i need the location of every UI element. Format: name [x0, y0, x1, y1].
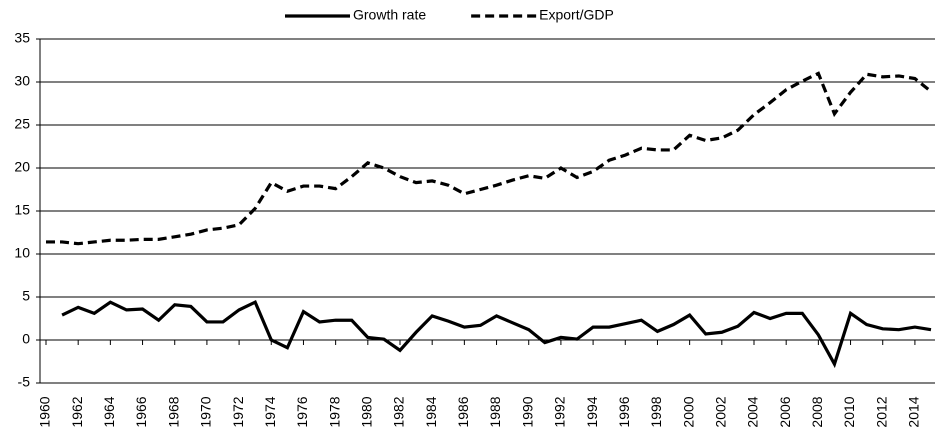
- x-tick-label: 2010: [841, 396, 857, 427]
- y-tick-label: 30: [14, 73, 30, 89]
- y-tick-label: 15: [14, 202, 30, 218]
- series-line: [46, 71, 933, 246]
- x-tick-label: 2008: [809, 396, 825, 427]
- y-tick-label: 25: [14, 116, 30, 132]
- x-tick-label: 1974: [262, 396, 278, 427]
- x-tick-label: 1966: [133, 396, 149, 427]
- series-line: [61, 299, 932, 369]
- x-tick-label: 2000: [680, 396, 696, 427]
- legend-label: Export/GDP: [539, 7, 614, 23]
- y-tick-label: 5: [22, 288, 30, 304]
- x-tick-label: 2002: [713, 396, 729, 427]
- x-tick-label: 1968: [165, 396, 181, 427]
- x-tick-label: 1996: [616, 396, 632, 427]
- x-tick-label: 1978: [326, 396, 342, 427]
- y-tick-label: -5: [18, 374, 31, 390]
- x-tick-label: 1990: [519, 396, 535, 427]
- x-tick-label: 1976: [294, 396, 310, 427]
- y-tick-label: 0: [22, 331, 30, 347]
- x-tick-label: 1982: [391, 396, 407, 427]
- x-tick-label: 1970: [198, 396, 214, 427]
- x-tick-label: 1964: [101, 396, 117, 427]
- x-tick-label: 1980: [359, 396, 375, 427]
- x-tick-label: 1988: [487, 396, 503, 427]
- x-tick-label: 1992: [552, 396, 568, 427]
- x-tick-label: 1972: [230, 396, 246, 427]
- legend-label: Growth rate: [353, 7, 426, 23]
- x-tick-label: 2006: [777, 396, 793, 427]
- x-tick-label: 1998: [648, 396, 664, 427]
- x-tick-label: 1986: [455, 396, 471, 427]
- x-tick-label: 2004: [745, 396, 761, 427]
- y-tick-label: 10: [14, 245, 30, 261]
- x-tick-label: 1962: [69, 396, 85, 427]
- y-tick-label: 35: [14, 30, 30, 46]
- x-tick-label: 1994: [584, 396, 600, 427]
- y-tick-label: 20: [14, 159, 30, 175]
- x-tick-label: 2012: [873, 396, 889, 427]
- x-tick-label: 2014: [906, 396, 922, 427]
- x-tick-label: 1984: [423, 396, 439, 427]
- x-tick-label: 1960: [37, 396, 53, 427]
